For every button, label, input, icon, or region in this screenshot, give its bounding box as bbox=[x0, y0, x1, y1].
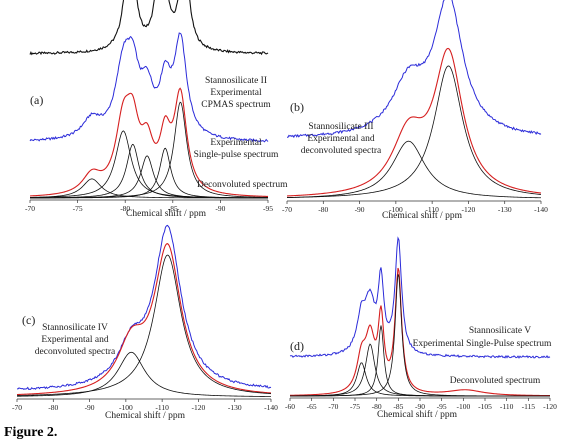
panel-c-note-experimental: Experimental and bbox=[41, 335, 109, 345]
panel-a: -70 -75 -80 -85 -90 -95 (a) Stannosilicate II… bbox=[25, 0, 288, 219]
panel-1-tick-label-5: -120 bbox=[462, 205, 476, 214]
panel-2-tick-label-0: -70 bbox=[12, 403, 22, 412]
panel-d-note-deconvoluted: Deconvoluted spectrum bbox=[450, 376, 541, 386]
panel-1-tick-label-3: -100 bbox=[389, 205, 403, 214]
panel-b-note-sample: Stannosilicate III bbox=[308, 122, 373, 132]
panel-3-tick-label-7: -95 bbox=[437, 402, 447, 411]
panel-a-note-single-pulse: Single-pulse spectrum bbox=[194, 150, 279, 160]
panel-1-tick-label-7: -140 bbox=[534, 205, 548, 214]
panel-1-tick-label-0: -70 bbox=[282, 205, 292, 214]
panel-2-experimental-curve-0 bbox=[16, 224, 272, 391]
panel-1-tick-label-2: -90 bbox=[355, 205, 365, 214]
panel-2-tick-label-2: -90 bbox=[85, 403, 95, 412]
panel-1-tick-label-6: -130 bbox=[498, 205, 512, 214]
panel-2-tick-label-7: -140 bbox=[264, 403, 278, 412]
panel-b-note-experimental: Experimental and bbox=[307, 134, 375, 144]
panel-3-tick-label-10: -110 bbox=[500, 402, 514, 411]
panel-c-note-sample: Stannosilicate IV bbox=[42, 323, 108, 333]
panel-2-tick-label-3: -100 bbox=[119, 403, 133, 412]
panel-b-xlabel: Chemical shift / ppm bbox=[382, 210, 463, 221]
panel-1-tick-label-1: -80 bbox=[318, 205, 328, 214]
panel-b: -70 -80 -90 -100 -110 -120 -130 -140 (b) Stanno… bbox=[282, 0, 548, 221]
panel-0-tick-label-1: -75 bbox=[73, 204, 83, 213]
panel-1-experimental-curve-0 bbox=[287, 0, 542, 139]
panel-2-component-curve-3 bbox=[16, 254, 272, 396]
panel-3-tick-label-5: -85 bbox=[393, 402, 403, 411]
panel-2-tick-label-4: -110 bbox=[155, 403, 169, 412]
panel-3-tick-label-3: -75 bbox=[350, 402, 360, 411]
panel-3-component-curve-5 bbox=[290, 274, 550, 397]
panel-1-tick-label-4: -110 bbox=[425, 205, 439, 214]
panel-b-note-deconvoluted: deconvoluted spectra bbox=[301, 146, 382, 156]
panel-3-tick-label-12: -120 bbox=[543, 402, 557, 411]
panel-3-tick-label-0: -60 bbox=[285, 402, 295, 411]
panel-c-xlabel: Chemical shift / ppm bbox=[105, 410, 186, 421]
panel-3-tick-label-8: -100 bbox=[456, 402, 470, 411]
panel-c-label: (c) bbox=[22, 313, 35, 327]
panel-0-cpmas-curve-0 bbox=[29, 0, 269, 56]
panel-3-experimental-curve-0 bbox=[289, 236, 551, 359]
panel-a-xlabel: Chemical shift / ppm bbox=[126, 208, 207, 219]
panel-c-note-deconvoluted: deconvoluted spectra bbox=[35, 347, 116, 357]
panel-a-note-experimental-2: Experimental bbox=[210, 138, 262, 148]
panel-2-tick-label-6: -130 bbox=[228, 403, 242, 412]
panel-b-label: (b) bbox=[290, 100, 304, 114]
panel-3-tick-label-9: -105 bbox=[478, 402, 492, 411]
panel-d-note-sample: Stannosilicate V bbox=[469, 326, 531, 336]
panel-0-component-curve-8 bbox=[30, 101, 269, 199]
panel-3-tick-label-6: -90 bbox=[415, 402, 425, 411]
panel-a-label: (a) bbox=[30, 93, 43, 107]
panel-c: -70 -80 -90 -100 -110 -120 -130 -140 (c) Stanno… bbox=[12, 224, 278, 421]
panel-a-note-experimental: Experimental bbox=[210, 88, 262, 98]
panel-3-tick-label-1: -65 bbox=[307, 402, 317, 411]
panel-d-label: (d) bbox=[290, 339, 304, 353]
panel-2-tick-label-5: -120 bbox=[192, 403, 206, 412]
figure-caption: Figure 2. bbox=[4, 425, 57, 440]
panel-0-experimental-curve-1 bbox=[29, 32, 269, 143]
panel-0-tick-label-0: -70 bbox=[25, 204, 35, 213]
panel-3-tick-label-11: -115 bbox=[522, 402, 536, 411]
panel-3-tick-label-4: -80 bbox=[372, 402, 382, 411]
panel-d-xlabel: Chemical shift / ppm bbox=[377, 409, 458, 420]
panel-0-tick-label-5: -95 bbox=[263, 204, 273, 213]
panel-d-note-single-pulse: Experimental Single-Pulse spectrum bbox=[413, 339, 552, 349]
panel-2-fit-curve-1 bbox=[16, 243, 272, 396]
panel-2-component-curve-2 bbox=[16, 351, 272, 397]
panel-0-tick-label-4: -90 bbox=[215, 204, 225, 213]
panel-1-fit-curve-1 bbox=[286, 47, 542, 197]
panel-1-component-curve-3 bbox=[286, 65, 542, 198]
panel-a-note-deconvoluted: Deconvoluted spectrum bbox=[197, 180, 288, 190]
panel-a-note-sample: Stannosilicate II bbox=[205, 76, 267, 86]
panel-0-tick-label-2: -80 bbox=[120, 204, 130, 213]
panel-2-tick-label-1: -80 bbox=[48, 403, 58, 412]
panel-1-component-curve-2 bbox=[286, 140, 542, 199]
panel-a-note-cpmas: CPMAS spectrum bbox=[201, 100, 271, 110]
panel-d: -60 -65 -70 -75 -80 -85 -90 -95 -100 -105 -110 -115… bbox=[285, 236, 557, 420]
panel-3-fit-curve-1 bbox=[289, 267, 551, 397]
panel-0-fit-curve-2 bbox=[29, 87, 269, 197]
panel-3-tick-label-2: -70 bbox=[328, 402, 338, 411]
panel-0-tick-label-3: -85 bbox=[168, 204, 178, 213]
